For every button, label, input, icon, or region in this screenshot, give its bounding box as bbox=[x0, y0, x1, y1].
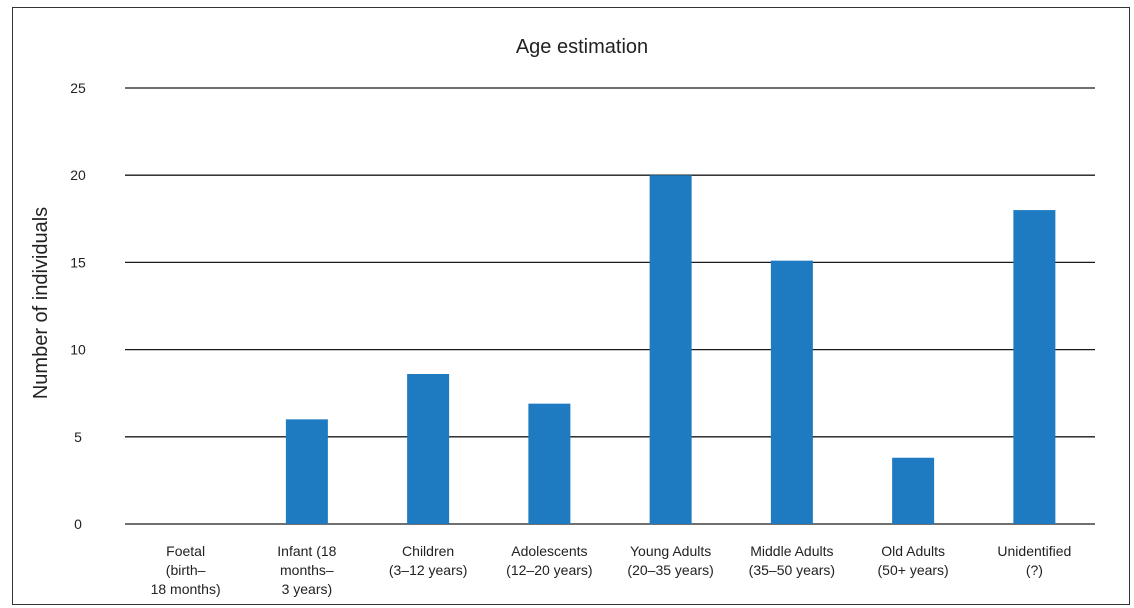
bar-4 bbox=[649, 175, 692, 524]
bar-1 bbox=[285, 419, 328, 524]
y-tick-label: 15 bbox=[70, 254, 86, 270]
x-tick-label-line: (birth– bbox=[166, 562, 206, 578]
x-tick-label-line: (20–35 years) bbox=[627, 562, 713, 578]
gridlines bbox=[125, 87, 1095, 525]
x-tick-label: Old Adults (50+ years) bbox=[878, 543, 949, 578]
x-tick-label-line: Old Adults bbox=[881, 543, 945, 559]
x-tick-label-line: Children bbox=[402, 543, 454, 559]
x-tick-label: Middle Adults (35–50 years) bbox=[749, 543, 835, 578]
x-tick-label-line: Unidentified bbox=[997, 543, 1071, 559]
x-tick-label: Young Adults (20–35 years) bbox=[627, 543, 713, 578]
chart-title: Age estimation bbox=[516, 36, 648, 58]
x-tick-label: Adolescents (12–20 years) bbox=[506, 543, 592, 578]
x-tick-label-line: (35–50 years) bbox=[749, 562, 835, 578]
x-tick-label-line: (?) bbox=[1026, 562, 1043, 578]
x-tick-label: Unidentified (?) bbox=[997, 543, 1071, 578]
bar-5 bbox=[770, 260, 813, 524]
y-tick-label: 10 bbox=[70, 342, 86, 358]
y-tick-label: 25 bbox=[70, 80, 86, 96]
x-tick-label: Infant (18 months– 3 years) bbox=[277, 543, 336, 597]
x-tick-label-line: (50+ years) bbox=[878, 562, 949, 578]
bar-3 bbox=[528, 403, 571, 524]
x-tick-label-line: 3 years) bbox=[282, 581, 333, 597]
y-tick-label: 0 bbox=[74, 516, 82, 532]
y-tick-labels: 0 5 10 15 20 25 bbox=[70, 80, 86, 532]
bars bbox=[285, 175, 1056, 524]
x-tick-label-line: (3–12 years) bbox=[389, 562, 468, 578]
x-tick-label-line: Infant (18 bbox=[277, 543, 336, 559]
bar-7 bbox=[1013, 210, 1056, 524]
x-tick-label-line: Young Adults bbox=[630, 543, 711, 559]
y-tick-label: 5 bbox=[74, 429, 82, 445]
x-tick-label-line: months– bbox=[280, 562, 334, 578]
chart-frame bbox=[12, 7, 1130, 605]
bar-2 bbox=[407, 374, 450, 524]
x-tick-label-line: Middle Adults bbox=[750, 543, 833, 559]
x-tick-label: Foetal (birth– 18 months) bbox=[151, 543, 221, 597]
x-tick-label-line: Foetal bbox=[166, 543, 205, 559]
x-tick-label-line: Adolescents bbox=[511, 543, 587, 559]
x-tick-label: Children (3–12 years) bbox=[389, 543, 468, 578]
y-axis-label: Number of individuals bbox=[30, 207, 52, 399]
y-tick-label: 20 bbox=[70, 167, 86, 183]
bar-6 bbox=[892, 457, 935, 524]
x-tick-label-line: 18 months) bbox=[151, 581, 221, 597]
x-tick-labels: Foetal (birth– 18 months) Infant (18 months–… bbox=[151, 543, 1072, 597]
x-tick-label-line: (12–20 years) bbox=[506, 562, 592, 578]
